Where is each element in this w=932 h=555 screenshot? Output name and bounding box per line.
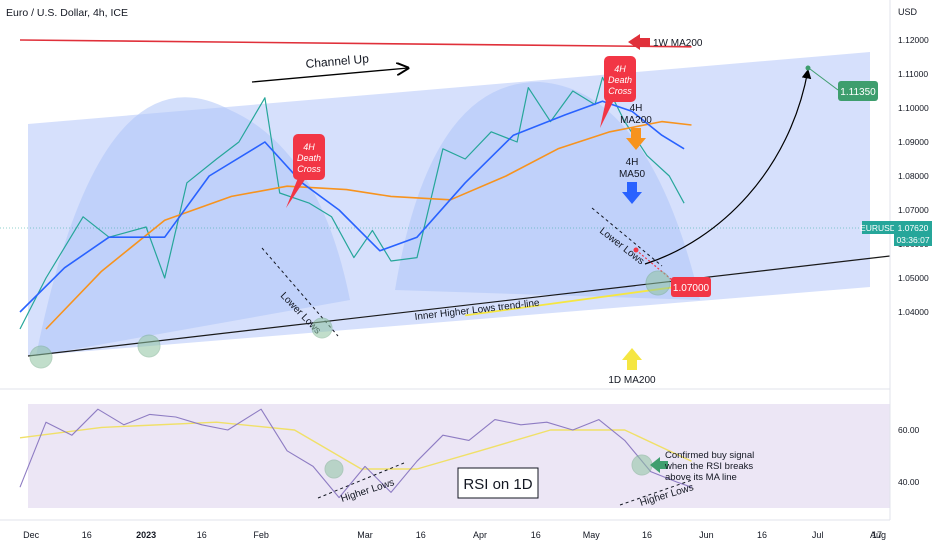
ma200-1d-arrow-icon <box>622 348 642 370</box>
time-tick-6: 16 <box>416 530 426 540</box>
arc-2 <box>395 81 700 300</box>
rsi-tick-0: 60.00 <box>898 425 920 435</box>
support-circle-3 <box>311 317 333 339</box>
ma50-4h-label-2: MA50 <box>619 169 646 180</box>
rsi-lines <box>19 408 692 499</box>
rsi-circle-1 <box>324 459 344 479</box>
svg-text:Death: Death <box>297 153 321 163</box>
buy-signal-line-2: when the RSI breaks <box>664 461 753 472</box>
buy-signal-line-1: Confirmed buy signal <box>665 450 754 461</box>
buy-signal-arrow-icon <box>650 457 668 473</box>
target-low-badge: 1.07000 <box>671 277 711 297</box>
support-circle-4 <box>645 270 671 296</box>
projection-curve <box>644 68 812 265</box>
rsi-title-box: RSI on 1D <box>457 467 539 499</box>
ma50-4h-arrow-icon <box>622 182 642 204</box>
svg-text:1.07000: 1.07000 <box>673 283 710 294</box>
ma200-1w-arrow-icon <box>628 34 650 50</box>
svg-text:03:36:07: 03:36:07 <box>896 235 929 245</box>
time-tick-0: Dec <box>23 530 40 540</box>
svg-text:4H: 4H <box>303 142 315 152</box>
time-tick-15: Aug <box>870 530 886 540</box>
price-tick-7: 1.05000 <box>898 273 929 283</box>
price-tick-8: 1.04000 <box>898 307 929 317</box>
time-tick-2: 2023 <box>136 530 156 540</box>
price-axis-ticks: 1.12000 1.11000 1.10000 1.09000 1.08000 1.070… <box>898 35 929 317</box>
time-tick-4: Feb <box>253 530 269 540</box>
time-tick-5: Mar <box>357 530 373 540</box>
svg-text:Death: Death <box>608 75 632 85</box>
price-tick-3: 1.09000 <box>898 137 929 147</box>
ma200-4h-label-2: MA200 <box>620 115 652 126</box>
ma200-4h-label-1: 4H <box>630 103 643 114</box>
rsi-circle-2 <box>631 454 653 476</box>
countdown-badge: 03:36:07 <box>894 234 932 246</box>
symbol-badge: EURUSD <box>860 221 896 234</box>
price-tick-0: 1.12000 <box>898 35 929 45</box>
support-circle-1 <box>29 345 53 369</box>
channel-arrow <box>251 68 408 83</box>
time-tick-10: 16 <box>642 530 652 540</box>
target-point <box>805 65 811 71</box>
currency-label: USD <box>898 7 918 17</box>
svg-text:Cross: Cross <box>608 86 632 96</box>
ma50-4h-line <box>19 100 685 313</box>
arc-1 <box>36 97 350 356</box>
time-tick-9: May <box>583 530 601 540</box>
rsi-higher-lows-line-2 <box>619 479 693 506</box>
ma200-4h-arrow-icon <box>626 128 646 150</box>
right-axis-bg <box>890 0 932 550</box>
time-tick-7: Apr <box>473 530 487 540</box>
ma200-1w-line <box>19 39 692 48</box>
svg-text:4H: 4H <box>614 64 626 74</box>
drop-point <box>633 247 639 253</box>
channel-up-label: Channel Up <box>305 51 370 70</box>
price-tick-4: 1.08000 <box>898 171 929 181</box>
price-tick-2: 1.10000 <box>898 103 929 113</box>
svg-text:1.07620: 1.07620 <box>898 223 929 233</box>
buy-signal-line-3: above its MA line <box>665 472 737 483</box>
time-tick-11: Jun <box>699 530 714 540</box>
rsi-line <box>19 408 692 499</box>
svg-text:RSI on 1D: RSI on 1D <box>463 476 532 493</box>
target-connector <box>809 68 839 91</box>
rsi-tick-1: 40.00 <box>898 477 920 487</box>
svg-text:EURUSD: EURUSD <box>860 223 896 233</box>
rsi-axis-ticks: 60.00 40.00 <box>898 425 920 487</box>
rsi-ma-line <box>19 421 692 470</box>
price-tick-1: 1.11000 <box>898 69 928 79</box>
ma200-1w-label: 1W MA200 <box>653 38 703 49</box>
ma200-1d-label: 1D MA200 <box>608 375 656 386</box>
svg-text:Cross: Cross <box>297 164 321 174</box>
time-tick-14: 17 <box>872 530 882 540</box>
time-tick-3: 16 <box>197 530 207 540</box>
svg-text:1.11350: 1.11350 <box>840 87 876 98</box>
ma200-4h-line <box>45 120 692 330</box>
chart-title: Euro / U.S. Dollar, 4h, ICE <box>6 7 128 19</box>
time-tick-8: 16 <box>531 530 541 540</box>
support-circle-2 <box>137 334 161 358</box>
price-badge: 1.07620 <box>894 221 932 234</box>
price-line <box>19 76 685 330</box>
time-axis-ticks: Dec 16 2023 16 Feb Mar 16 Apr 16 May 16 Jun 16 Jul 17A… <box>23 530 886 540</box>
death-cross-bubble-1: 4H Death Cross <box>286 134 325 208</box>
time-tick-12: 16 <box>757 530 767 540</box>
time-tick-1: 16 <box>82 530 92 540</box>
inner-trendline <box>27 255 891 357</box>
death-cross-bubble-2: 4H Death Cross <box>600 56 636 128</box>
time-tick-13: Jul <box>812 530 824 540</box>
ma50-4h-label-1: 4H <box>626 157 639 168</box>
target-high-badge: 1.11350 <box>838 81 878 101</box>
price-tick-5: 1.07000 <box>898 205 929 215</box>
